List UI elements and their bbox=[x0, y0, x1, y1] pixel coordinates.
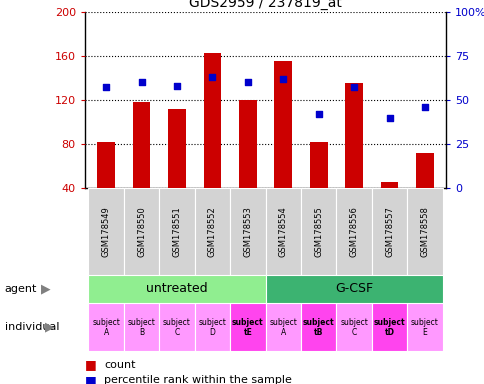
Bar bbox=[345, 83, 362, 188]
Bar bbox=[239, 100, 256, 188]
Text: untreated: untreated bbox=[146, 283, 207, 295]
Text: GSM178555: GSM178555 bbox=[314, 206, 322, 257]
Point bbox=[243, 79, 251, 85]
Bar bbox=[229, 188, 265, 275]
Text: subject
tB: subject tB bbox=[302, 318, 334, 337]
Text: GSM178552: GSM178552 bbox=[208, 206, 216, 257]
Text: ▶: ▶ bbox=[41, 283, 51, 295]
Text: subject
tE: subject tE bbox=[231, 318, 263, 337]
Text: ■: ■ bbox=[85, 374, 96, 384]
Point bbox=[102, 84, 110, 91]
Text: GSM178557: GSM178557 bbox=[384, 206, 393, 257]
Bar bbox=[88, 188, 123, 275]
Bar bbox=[265, 275, 442, 303]
Bar bbox=[123, 303, 159, 351]
Bar bbox=[88, 275, 265, 303]
Text: count: count bbox=[104, 360, 136, 370]
Text: individual: individual bbox=[5, 322, 59, 333]
Title: GDS2959 / 237819_at: GDS2959 / 237819_at bbox=[189, 0, 341, 10]
Text: subject
A: subject A bbox=[269, 318, 297, 337]
Point bbox=[314, 111, 322, 117]
Bar bbox=[336, 303, 371, 351]
Text: subject
B: subject B bbox=[127, 318, 155, 337]
Text: percentile rank within the sample: percentile rank within the sample bbox=[104, 375, 291, 384]
Bar bbox=[274, 61, 291, 188]
Point bbox=[173, 83, 181, 89]
Point bbox=[385, 114, 393, 121]
Bar bbox=[407, 303, 442, 351]
Text: ▶: ▶ bbox=[45, 321, 55, 334]
Bar bbox=[301, 303, 336, 351]
Text: GSM178553: GSM178553 bbox=[243, 206, 252, 257]
Bar bbox=[415, 153, 433, 188]
Text: subject
D: subject D bbox=[198, 318, 226, 337]
Text: GSM178549: GSM178549 bbox=[102, 206, 110, 257]
Bar bbox=[194, 303, 229, 351]
Bar bbox=[168, 109, 185, 188]
Text: ■: ■ bbox=[85, 358, 96, 371]
Bar bbox=[123, 188, 159, 275]
Bar bbox=[194, 188, 229, 275]
Bar bbox=[159, 303, 194, 351]
Bar bbox=[371, 188, 407, 275]
Bar bbox=[203, 53, 221, 188]
Bar bbox=[301, 188, 336, 275]
Point bbox=[420, 104, 428, 110]
Point bbox=[208, 74, 216, 80]
Bar bbox=[265, 303, 301, 351]
Point bbox=[137, 79, 145, 85]
Bar bbox=[97, 142, 115, 188]
Bar bbox=[309, 142, 327, 188]
Bar bbox=[88, 303, 123, 351]
Text: GSM178550: GSM178550 bbox=[137, 206, 146, 257]
Text: GSM178558: GSM178558 bbox=[420, 206, 428, 257]
Bar bbox=[133, 102, 150, 188]
Text: subject
E: subject E bbox=[410, 318, 438, 337]
Text: subject
tD: subject tD bbox=[373, 318, 405, 337]
Bar bbox=[229, 303, 265, 351]
Text: subject
C: subject C bbox=[339, 318, 367, 337]
Bar bbox=[380, 182, 397, 188]
Text: G-CSF: G-CSF bbox=[334, 283, 372, 295]
Bar bbox=[371, 303, 407, 351]
Point bbox=[349, 84, 357, 91]
Bar bbox=[407, 188, 442, 275]
Text: subject
C: subject C bbox=[163, 318, 191, 337]
Bar bbox=[265, 188, 301, 275]
Text: GSM178556: GSM178556 bbox=[349, 206, 358, 257]
Bar bbox=[336, 188, 371, 275]
Text: subject
A: subject A bbox=[92, 318, 120, 337]
Text: GSM178551: GSM178551 bbox=[172, 206, 181, 257]
Bar bbox=[159, 188, 194, 275]
Point bbox=[279, 76, 287, 82]
Text: GSM178554: GSM178554 bbox=[278, 206, 287, 257]
Text: agent: agent bbox=[5, 284, 37, 294]
